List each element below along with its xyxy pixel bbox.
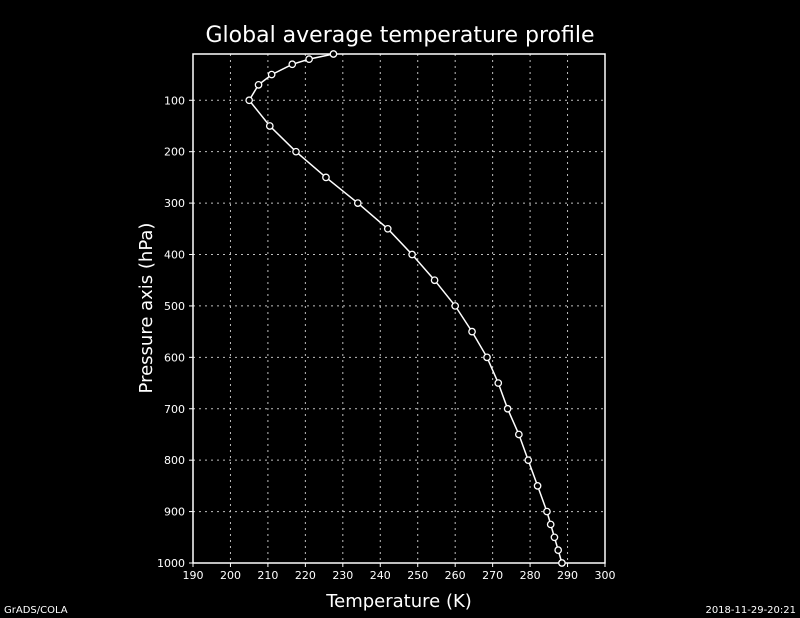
data-point [558, 559, 566, 567]
data-point [265, 122, 274, 130]
data-point [543, 507, 551, 516]
data-point [503, 404, 512, 413]
x-tick-label: 270 [482, 569, 503, 582]
y-tick-label: 300 [164, 197, 185, 210]
data-point [468, 327, 476, 336]
data-point [322, 173, 330, 182]
y-tick-label: 900 [164, 506, 185, 519]
data-point [524, 456, 533, 465]
footer-right: 2018-11-29-20:21 [705, 605, 796, 616]
x-tick-label: 210 [257, 569, 278, 582]
data-point [408, 250, 416, 259]
y-axis-label: Pressure axis (hPa) [136, 223, 157, 394]
data-point [288, 60, 297, 69]
data-point [533, 482, 542, 490]
footer-left: GrADS/COLA [4, 605, 68, 616]
y-tick-label: 700 [164, 403, 185, 416]
data-point [554, 546, 563, 554]
ticks: 190 200 210 220 230 240 250 260 270 280 290 300 100 2… [157, 94, 616, 582]
data-point [383, 224, 392, 233]
data-point [254, 80, 263, 89]
y-tick-label: 400 [164, 249, 185, 262]
x-tick-label: 280 [520, 569, 541, 582]
data-point [546, 520, 555, 529]
chart-title: Global average temperature profile [206, 23, 595, 48]
y-tick-label: 500 [164, 300, 185, 313]
x-tick-label: 260 [445, 569, 466, 582]
x-axis-label: Temperature (K) [325, 591, 472, 612]
y-tick-label: 100 [164, 94, 185, 107]
x-tick-label: 220 [295, 569, 316, 582]
series-line [248, 53, 563, 564]
data-points [245, 50, 566, 567]
x-tick-label: 250 [407, 569, 428, 582]
y-tick-label: 200 [164, 146, 185, 159]
x-tick-label: 300 [595, 569, 616, 582]
x-tick-label: 190 [183, 569, 204, 582]
data-point [494, 379, 503, 387]
plot-frame [192, 53, 606, 564]
data-point [451, 302, 460, 310]
x-tick-label: 230 [332, 569, 353, 582]
data-point [550, 533, 559, 542]
y-tick-label: 600 [164, 351, 185, 364]
data-point [430, 276, 439, 285]
grid [193, 54, 605, 563]
x-tick-label: 200 [220, 569, 241, 582]
temperature-profile-line [248, 53, 563, 564]
y-tick-label: 1000 [157, 557, 185, 570]
x-tick-label: 240 [370, 569, 391, 582]
data-point [329, 50, 338, 58]
data-point [267, 70, 276, 79]
data-point [305, 55, 313, 63]
data-point [245, 96, 254, 105]
data-point [292, 147, 300, 156]
x-tick-label: 290 [557, 569, 578, 582]
data-point [483, 353, 491, 362]
data-point [515, 430, 523, 439]
data-point [353, 199, 362, 207]
y-tick-label: 800 [164, 454, 185, 467]
